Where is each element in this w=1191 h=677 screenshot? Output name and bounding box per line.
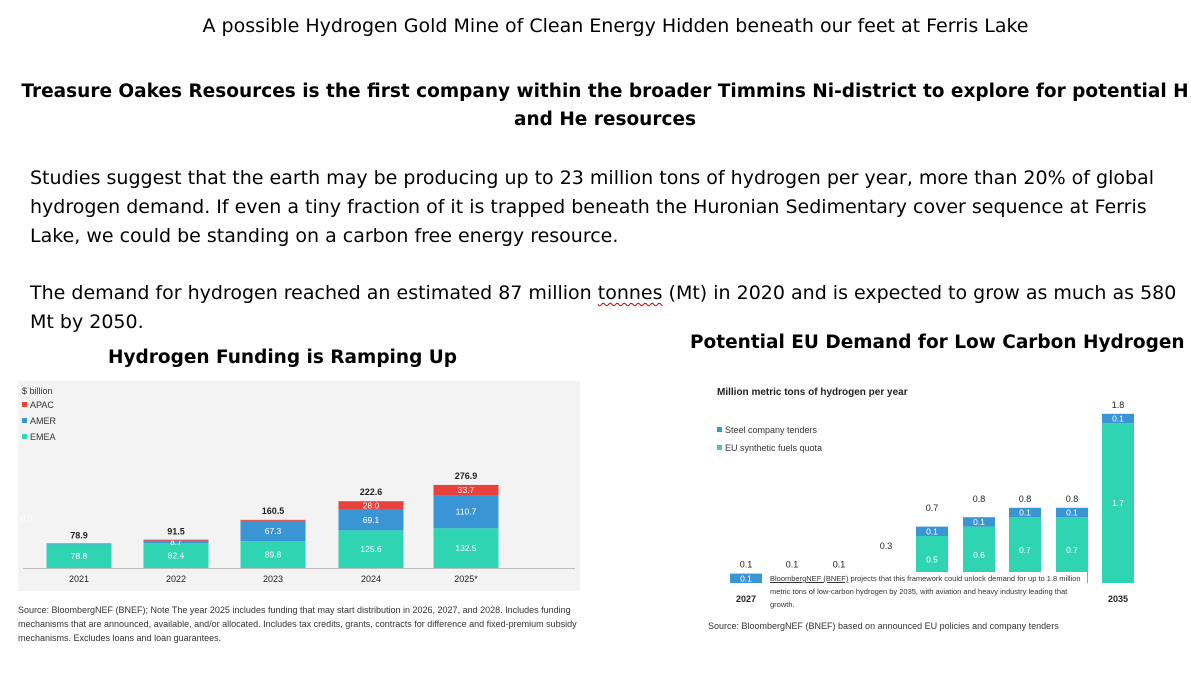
segment-value-label: 0.6 <box>973 550 985 560</box>
paragraph-hydrogen-production: Studies suggest that the earth may be pr… <box>30 167 1154 247</box>
stray-value-label: 0.0 <box>21 514 33 523</box>
bar-total-label: 0.8 <box>973 494 986 504</box>
segment-value-label: 0.7 <box>1066 545 1078 555</box>
eu-demand-chart: Million metric tons of hydrogen per year… <box>717 387 1134 611</box>
x-tick-label: 2025* <box>454 574 478 584</box>
bar-segment-steel-tenders <box>1009 507 1041 518</box>
bar-segment-emea <box>46 544 112 568</box>
x-tick-label: 2027 <box>736 594 756 604</box>
segment-value-label: 0.1 <box>740 573 752 583</box>
paragraph-text: The demand for hydrogen reached an estim… <box>30 282 598 304</box>
bar-total-label: 0.8 <box>1019 494 1032 504</box>
segment-value-label: 28.0 <box>363 500 380 510</box>
segment-value-label: 0.1 <box>1019 508 1031 518</box>
funding-chart: $ billion APAC AMER EMEA 78.8 78.9 2021 82.4 8.7… <box>18 381 580 591</box>
segment-value-label: 1.7 <box>1112 498 1124 508</box>
bar-segment-amer <box>338 509 404 531</box>
segment-value-label: 0.1 <box>1112 414 1124 424</box>
funding-chart-title: Hydrogen Funding is Ramping Up <box>108 347 458 368</box>
bar-segment-steel-tenders <box>1102 413 1134 424</box>
segment-value-label: 0.1 <box>1066 508 1078 518</box>
x-tick-label: 2023 <box>263 574 283 584</box>
annotation-source-link: BloombergNEF (BNEF) <box>770 574 849 583</box>
chart-annotation: BloombergNEF (BNEF) projects that this f… <box>767 572 1087 611</box>
annotation-body: projects that this framework could unloc… <box>770 574 1081 609</box>
segment-value-label: 0.7 <box>1019 545 1031 555</box>
annotation-text: BloombergNEF (BNEF) projects that this f… <box>767 572 1087 611</box>
segment-value-label: 110.7 <box>456 507 477 517</box>
segment-value-label: 69.1 <box>363 515 380 525</box>
segment-value-label: 89.8 <box>265 550 282 560</box>
legend-label-amer: AMER <box>30 416 57 426</box>
segment-value-label: 78.8 <box>71 551 88 561</box>
segment-value-label: 0.1 <box>973 517 985 527</box>
bar-total-label: 91.5 <box>167 527 185 537</box>
bar-total-label: 78.9 <box>70 530 88 540</box>
bar-segment-steel-tenders <box>963 517 995 527</box>
page-title: A possible Hydrogen Gold Mine of Clean E… <box>202 15 1029 37</box>
legend-label-emea: EMEA <box>30 432 56 442</box>
x-tick-label: 2022 <box>166 574 186 584</box>
bar-segment-steel-tenders <box>730 573 762 583</box>
bar-segment-apac <box>240 519 306 521</box>
bar-segment-amer <box>143 540 209 544</box>
legend-swatch <box>22 418 27 423</box>
spellcheck-flagged-word: tonnes <box>597 282 663 304</box>
bar-segment-synthetic-fuels <box>1102 423 1134 583</box>
bar-total-label: 0.1 <box>740 560 753 570</box>
x-tick-label: 2035 <box>1108 594 1128 604</box>
legend-swatch <box>22 402 27 407</box>
bar-segment-amer <box>433 495 499 529</box>
bar-segment-emea <box>338 530 404 568</box>
legend-swatch <box>717 445 722 450</box>
bar-segment-emea <box>433 528 499 568</box>
segment-value-label: 0.1 <box>926 526 938 536</box>
paragraph-text: (Mt) in 2020 and is expected to grow as … <box>30 282 1177 333</box>
bar-segment-apac <box>338 501 404 510</box>
eu-demand-chart-source: Source: BloombergNEF (BNEF) based on ann… <box>708 621 1059 631</box>
legend-label: Steel company tenders <box>725 425 818 435</box>
segment-value-label: 132.5 <box>455 543 477 553</box>
bar-total-label: 0.3 <box>880 541 893 551</box>
bar-total-label: 222.6 <box>360 487 383 497</box>
bar-total-label: 160.5 <box>262 506 285 516</box>
bar-total-label: 0.8 <box>1066 494 1079 504</box>
chart-subtitle: Million metric tons of hydrogen per year <box>717 387 908 398</box>
legend-swatch <box>717 427 722 432</box>
legend-label: EU synthetic fuels quota <box>725 443 822 453</box>
bar-segment-steel-tenders <box>916 526 948 536</box>
y-axis-unit-label: $ billion <box>22 386 53 396</box>
eu-demand-chart-title: Potential EU Demand for Low Carbon Hydro… <box>690 332 1185 353</box>
bar-segment-amer <box>240 520 306 542</box>
bar-total-label: 276.9 <box>455 471 478 481</box>
page-subtitle: Treasure Oakes Resources is the first co… <box>21 81 1189 130</box>
bar-total-label: 0.1 <box>786 560 799 570</box>
bar-segment-apac <box>433 484 499 496</box>
legend-label-apac: APAC <box>30 400 54 410</box>
x-tick-label: 2024 <box>361 574 381 584</box>
segment-value-label: 8.7 <box>170 537 182 547</box>
bar-segment-steel-tenders <box>1056 507 1088 518</box>
bar-total-label: 1.8 <box>1112 400 1125 410</box>
segment-value-label: 82.4 <box>168 551 185 561</box>
paragraph-hydrogen-demand: The demand for hydrogen reached an estim… <box>30 279 1180 337</box>
bar-segment-amer <box>46 543 112 545</box>
legend-swatch <box>22 434 27 439</box>
bar-total-label: 0.1 <box>833 560 846 570</box>
funding-chart-source: Source: BloombergNEF (BNEF); Note The ye… <box>18 605 577 643</box>
x-tick-label: 2021 <box>69 574 89 584</box>
bar-segment-emea <box>240 541 306 568</box>
segment-value-label: 125.6 <box>360 544 382 554</box>
segment-value-label: 67.3 <box>265 526 282 536</box>
bar-total-label: 0.7 <box>926 503 939 513</box>
segment-value-label: 33.7 <box>458 485 475 495</box>
bar-segment-apac <box>143 539 209 541</box>
bar-segment-emea <box>143 543 209 568</box>
segment-value-label: 0.5 <box>926 555 938 565</box>
